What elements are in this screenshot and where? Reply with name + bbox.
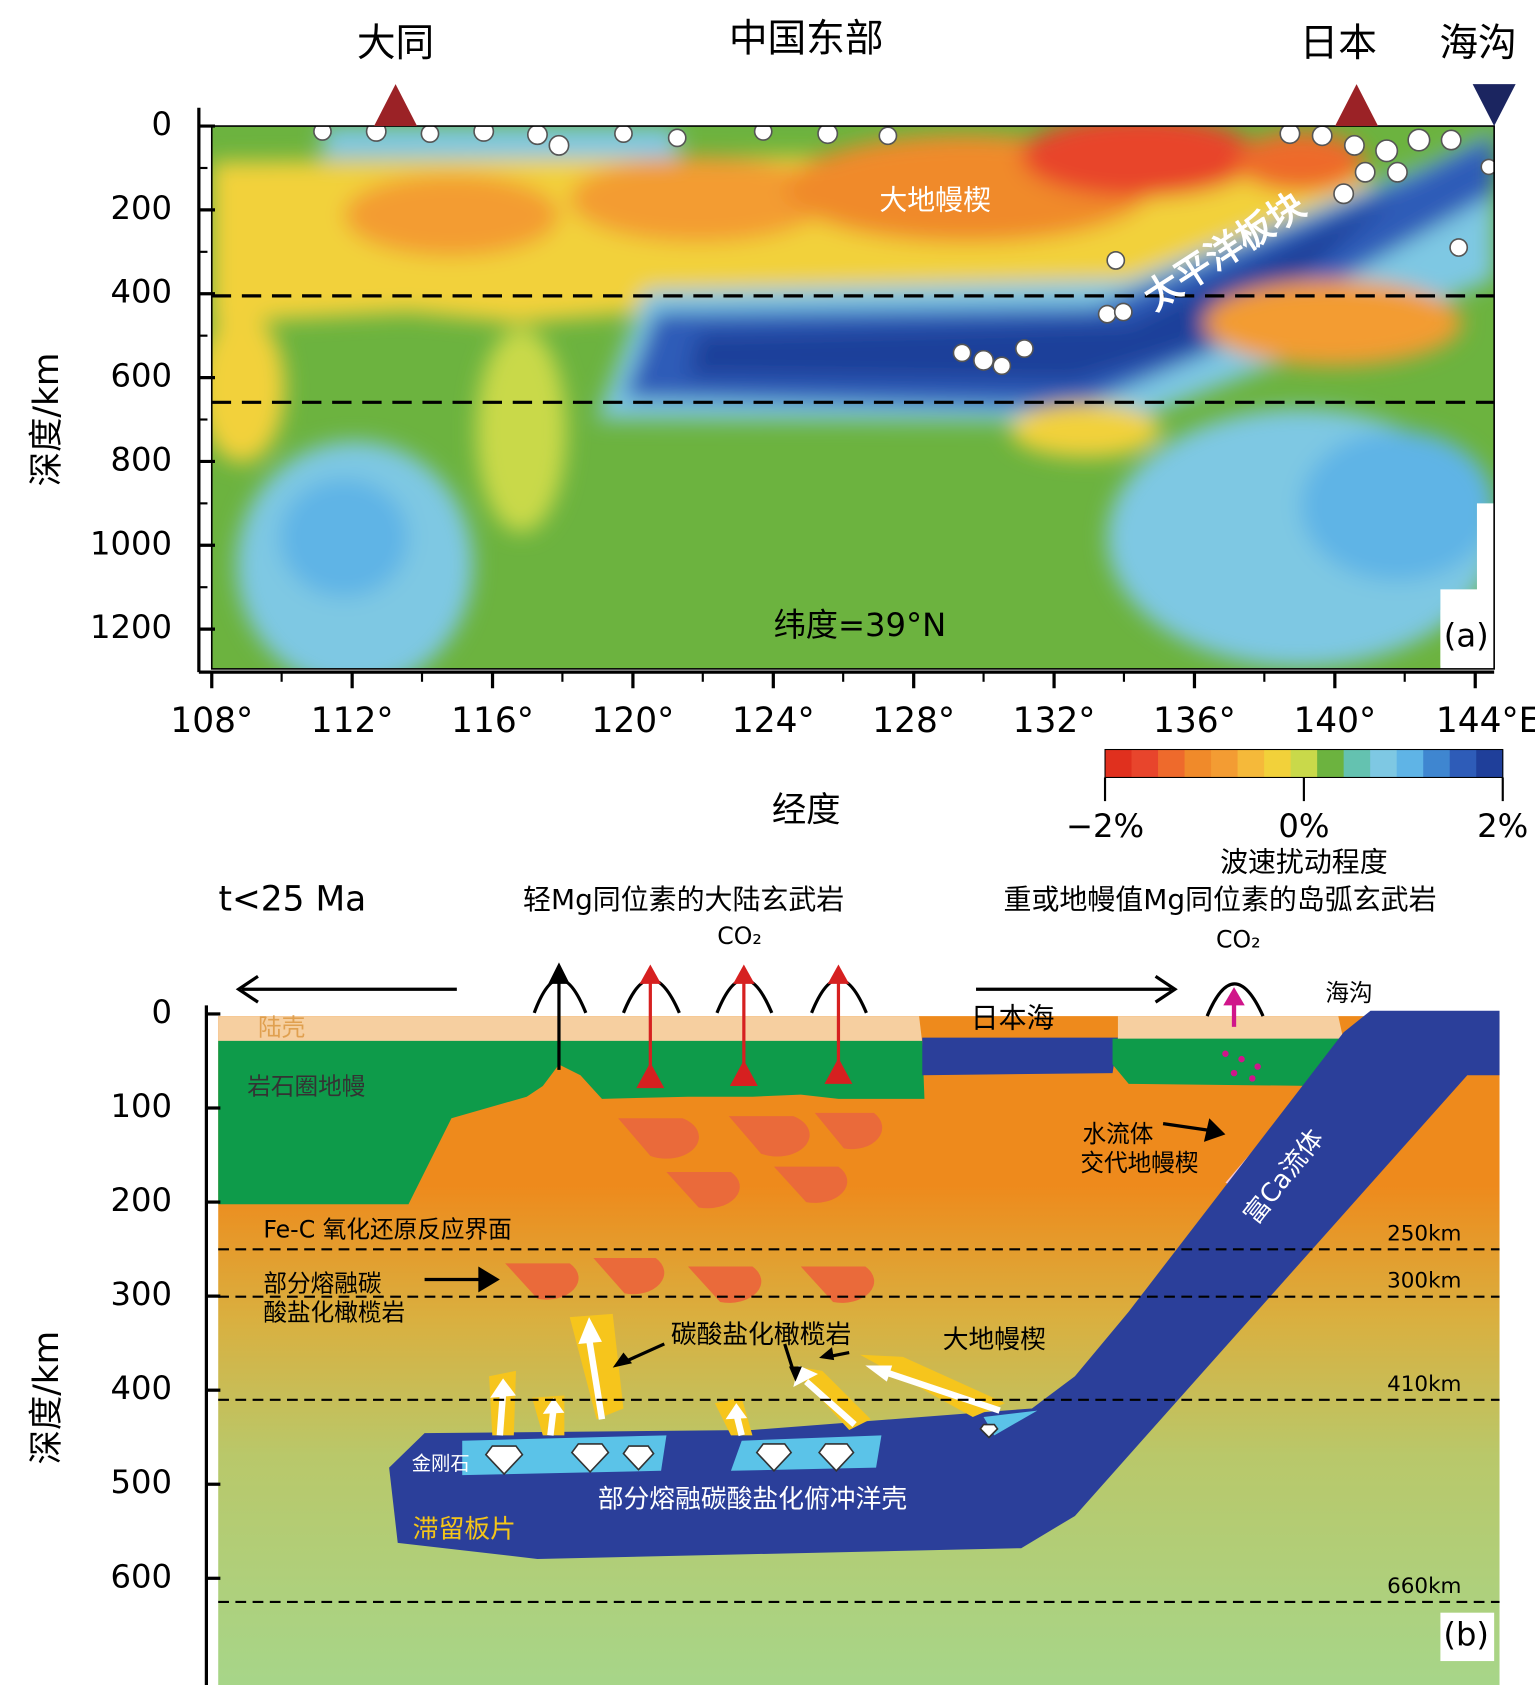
y-tick-label: 600 (110, 357, 172, 395)
layer-label: 陆壳 (258, 1014, 305, 1042)
top-label: 海沟 (1439, 21, 1516, 66)
y-tick-label: 600 (110, 1557, 172, 1595)
colorbar-cell (1237, 749, 1265, 778)
colorbar-cell (1370, 749, 1398, 778)
y-tick-label: 400 (110, 273, 172, 311)
x-tick-label: 120° (592, 701, 675, 741)
colorbar-cell (1105, 749, 1133, 778)
colorbar-cell (1396, 749, 1424, 778)
top-label: 日本 (1300, 21, 1377, 66)
co2-label: CO₂ (1216, 925, 1261, 953)
annotation: 水流体 (1082, 1120, 1153, 1148)
top-label: 中国东部 (729, 17, 884, 62)
annotation: 交代地幔楔 (1080, 1149, 1198, 1177)
annotation: 碳酸盐化橄榄岩 (671, 1320, 851, 1350)
annotation: 大地幔楔 (943, 1325, 1046, 1355)
layer-label: 日本海 (971, 1001, 1055, 1034)
colorbar-title: 波速扰动程度 (1220, 845, 1388, 878)
y-tick-label: 200 (110, 1181, 172, 1219)
colorbar-cell (1184, 749, 1212, 778)
colorbar-tick-label: 0% (1278, 807, 1329, 845)
colorbar-cell (1476, 749, 1504, 778)
colorbar-cell (1449, 749, 1477, 778)
annotation: 部分熔融碳 (263, 1269, 381, 1297)
y-tick-label: 500 (110, 1463, 172, 1501)
colorbar-cell (1131, 749, 1159, 778)
x-tick-label: 108° (170, 701, 253, 741)
annotation: 大地幔楔 (879, 183, 991, 216)
y-axis-label: 深度/km (27, 1331, 67, 1465)
y-tick-label: 0 (151, 993, 172, 1031)
y-tick-label: 0 (151, 105, 172, 143)
colorbar-cell (1264, 749, 1292, 778)
annotation: 纬度=39°N (774, 606, 947, 644)
depth-label: 410km (1387, 1372, 1461, 1397)
colorbar-cell (1158, 749, 1186, 778)
x-tick-label: 140° (1293, 701, 1376, 741)
colorbar-cell (1343, 749, 1371, 778)
panel-label: (a) (1444, 617, 1489, 655)
layer-label: 海沟 (1325, 979, 1372, 1007)
annotation: 金刚石 (412, 1452, 470, 1475)
annotation: 部分熔融碳酸盐化俯冲洋壳 (598, 1484, 907, 1514)
y-tick-label: 1000 (90, 524, 172, 562)
x-tick-label: 124° (732, 701, 815, 741)
colorbar-tick-label: 2% (1477, 807, 1528, 845)
annotation: Fe-C 氧化还原反应界面 (263, 1216, 511, 1244)
panel-label: (b) (1443, 1615, 1489, 1653)
x-axis-label: 经度 (772, 790, 841, 830)
colorbar-cell (1317, 749, 1345, 778)
top-label: 大同 (357, 21, 434, 66)
depth-label: 660km (1387, 1574, 1461, 1599)
depth-label: 250km (1387, 1221, 1461, 1246)
x-tick-label: 128° (872, 701, 955, 741)
colorbar-cell (1423, 749, 1451, 778)
depth-label: 300km (1387, 1269, 1461, 1294)
top-label: 重或地幔值Mg同位素的岛弧玄武岩 (1004, 883, 1437, 916)
y-tick-label: 800 (110, 440, 172, 478)
x-tick-label: 116° (451, 701, 534, 741)
layer-label: 岩石圈地幔 (247, 1073, 365, 1101)
colorbar-tick-label: −2% (1066, 807, 1144, 845)
x-tick-label: 136° (1153, 701, 1236, 741)
tomography (211, 126, 1495, 669)
time-label: t<25 Ma (219, 880, 367, 920)
co2-label: CO₂ (717, 922, 762, 950)
y-tick-label: 300 (110, 1275, 172, 1313)
x-tick-label: 112° (311, 701, 394, 741)
y-tick-label: 100 (110, 1087, 172, 1125)
colorbar-cell (1290, 749, 1318, 778)
top-label: 轻Mg同位素的大陆玄武岩 (523, 883, 844, 916)
x-tick-label: 144°E (1436, 701, 1535, 741)
colorbar-cell (1211, 749, 1239, 778)
y-tick-label: 200 (110, 189, 172, 227)
annotation: 滞留板片 (413, 1514, 516, 1544)
y-tick-label: 1200 (90, 608, 172, 646)
x-tick-label: 132° (1013, 701, 1096, 741)
annotation: 酸盐化橄榄岩 (263, 1298, 405, 1326)
y-tick-label: 400 (110, 1369, 172, 1407)
y-axis-label: 深度/km (27, 353, 67, 487)
